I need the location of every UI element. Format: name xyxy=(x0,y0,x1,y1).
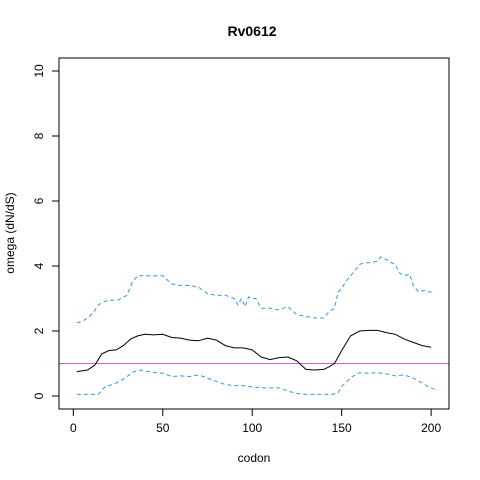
y-axis: 0 2 4 6 8 10 xyxy=(32,64,60,399)
x-axis: 0 50 100 150 200 xyxy=(70,408,441,435)
x-tick-label: 100 xyxy=(242,421,262,435)
y-tick-label: 0 xyxy=(32,392,46,399)
series-line-upper xyxy=(76,256,435,324)
chart-title: Rv0612 xyxy=(227,23,276,39)
series-line-lower xyxy=(76,369,435,395)
x-tick-label: 200 xyxy=(421,421,441,435)
x-tick-label: 50 xyxy=(156,421,170,435)
x-tick-label: 150 xyxy=(332,421,352,435)
y-tick-label: 2 xyxy=(32,327,46,334)
x-tick-label: 0 xyxy=(70,421,77,435)
y-tick-label: 10 xyxy=(32,64,46,78)
x-axis-label: codon xyxy=(238,451,271,465)
y-tick-label: 8 xyxy=(32,132,46,139)
plot-frame xyxy=(58,57,450,410)
plot-area xyxy=(59,256,449,395)
y-tick-label: 4 xyxy=(32,262,46,269)
y-axis-label: omega (dN/dS) xyxy=(3,192,17,273)
y-tick-label: 6 xyxy=(32,197,46,204)
series-line-mean xyxy=(76,329,432,373)
